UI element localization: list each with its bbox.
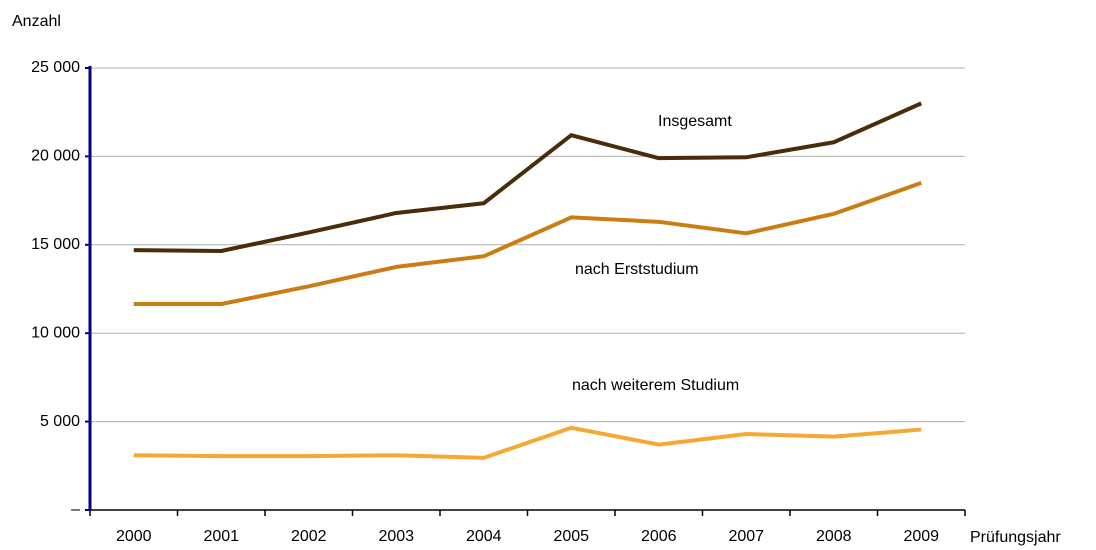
series-label: nach weiterem Studium — [572, 377, 739, 394]
x-tick-label: 2004 — [466, 528, 502, 545]
x-tick-label: 2005 — [553, 528, 589, 545]
series-line — [133, 425, 922, 460]
x-tick-label: 2009 — [903, 528, 939, 545]
x-tick-label: 2008 — [816, 528, 852, 545]
x-tick-label: 2006 — [641, 528, 677, 545]
series-line — [133, 181, 922, 307]
x-tick-label: 2007 — [728, 528, 764, 545]
x-tick-label: 2003 — [378, 528, 414, 545]
y-axis-label: Anzahl — [12, 13, 61, 30]
y-tick-label: 25 000 — [31, 59, 80, 76]
y-tick-label: 5 000 — [40, 413, 80, 430]
x-tick-label: 2002 — [291, 528, 327, 545]
series-line — [133, 101, 923, 253]
y-tick-label: – — [71, 501, 80, 518]
series-label: nach Erststudium — [575, 261, 699, 278]
y-tick-label: 20 000 — [31, 148, 80, 165]
x-tick-label: 2000 — [116, 528, 152, 545]
x-axis-label: Prüfungsjahr — [970, 529, 1061, 546]
y-tick-label: 15 000 — [31, 236, 80, 253]
y-tick-label: 10 000 — [31, 324, 80, 341]
series-label: Insgesamt — [658, 113, 732, 130]
x-tick-label: 2001 — [203, 528, 239, 545]
